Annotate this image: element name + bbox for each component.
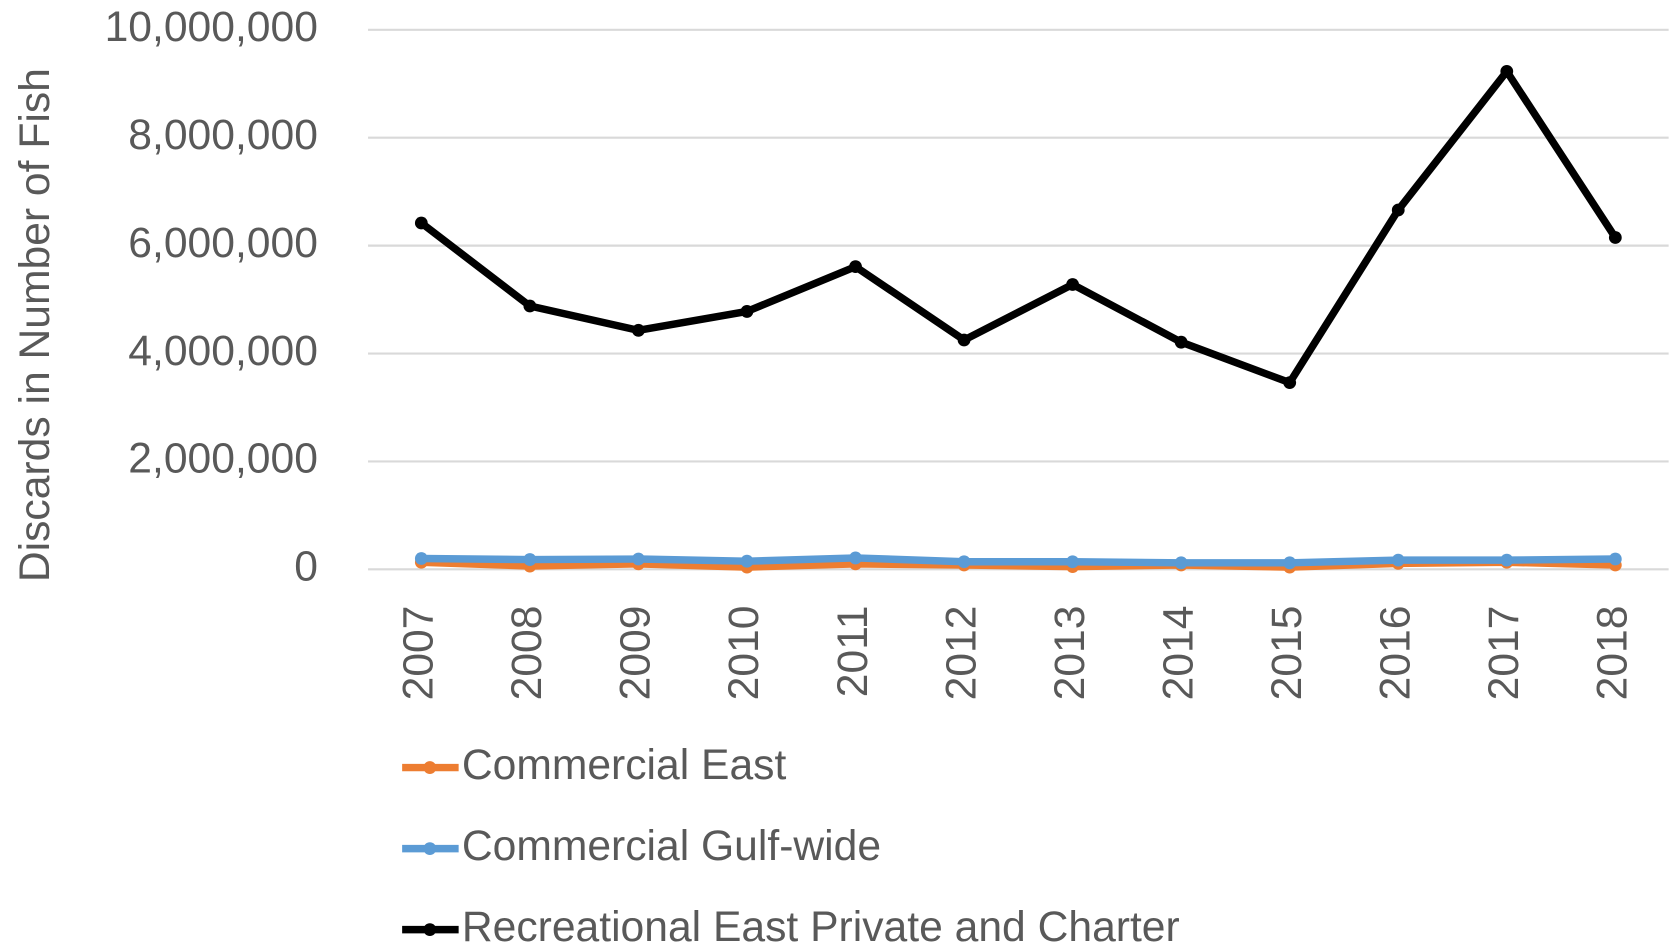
x-tick-label: 2018 (1589, 606, 1637, 701)
point-marker (523, 553, 537, 566)
legend-label: Commercial East (462, 741, 787, 789)
legend-label: Recreational East Private and Charter (462, 903, 1180, 951)
point-marker (1066, 278, 1079, 291)
point-marker (849, 260, 862, 274)
point-marker (414, 216, 428, 230)
y-tick-label: 4,000,000 (128, 327, 318, 375)
x-tick-label: 2013 (1046, 606, 1094, 701)
x-tick-label: 2011 (829, 606, 877, 698)
point-marker (1500, 64, 1514, 78)
x-tick-label: 2015 (1263, 606, 1311, 701)
point-marker (632, 552, 645, 566)
y-tick-label: 10,000,000 (105, 3, 318, 51)
x-tick-label: 2012 (937, 606, 985, 701)
x-tick-label: 2010 (720, 606, 768, 701)
point-marker (1066, 555, 1079, 569)
x-tick-label: 2008 (503, 606, 551, 701)
point-marker (1500, 553, 1514, 567)
x-tick-label: 2017 (1480, 606, 1528, 701)
point-marker (1608, 231, 1622, 244)
y-tick-label: 0 (294, 543, 318, 591)
point-marker (849, 551, 862, 565)
legend-label: Commercial Gulf-wide (462, 822, 881, 870)
point-marker (740, 554, 754, 568)
point-marker (414, 552, 428, 565)
legend-marker (423, 761, 437, 774)
point-marker (523, 299, 537, 313)
point-marker (740, 305, 754, 318)
series-line (421, 554, 1616, 567)
point-marker (1174, 556, 1188, 570)
point-marker (1283, 376, 1297, 390)
x-tick-label: 2007 (395, 606, 443, 701)
point-marker (1391, 553, 1405, 567)
point-marker (1174, 335, 1188, 349)
x-tick-label: 2009 (612, 606, 660, 701)
legend-marker (423, 842, 437, 855)
y-tick-label: 8,000,000 (128, 111, 318, 159)
y-tick-label: 6,000,000 (128, 219, 318, 267)
point-marker (1608, 552, 1622, 566)
point-marker (1283, 556, 1297, 570)
y-axis-title: Discards in Number of Fish (11, 68, 59, 582)
y-tick-label: 2,000,000 (128, 435, 318, 483)
legend-marker (423, 923, 437, 937)
point-marker (957, 555, 971, 569)
point-marker (957, 333, 971, 347)
x-tick-label: 2016 (1372, 606, 1420, 701)
point-marker (1391, 203, 1405, 217)
series-line (419, 67, 1619, 387)
x-tick-label: 2014 (1154, 606, 1202, 701)
point-marker (632, 323, 645, 337)
